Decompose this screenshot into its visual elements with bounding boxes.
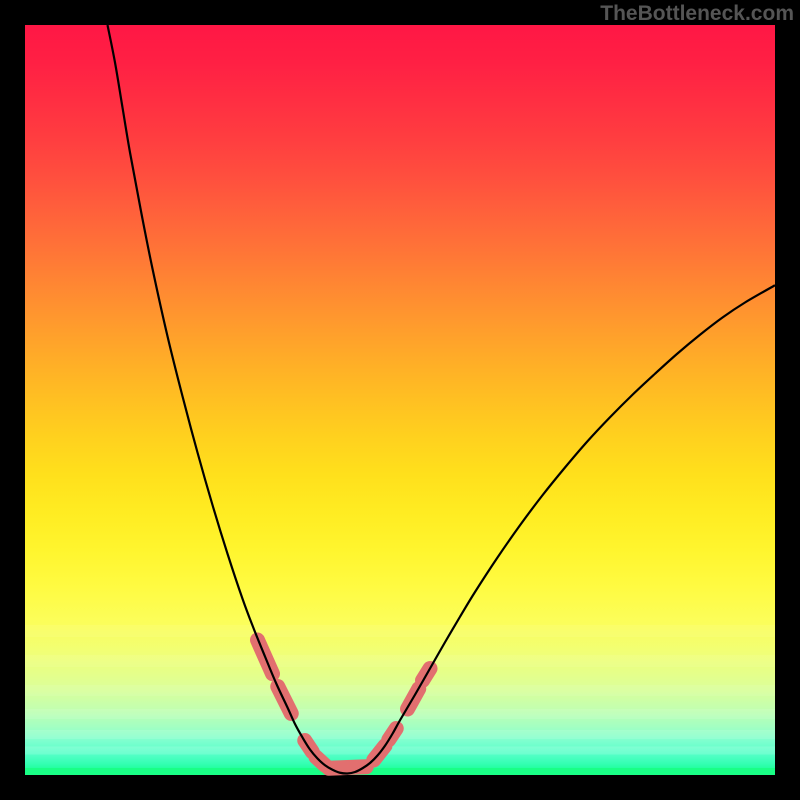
highlight-seg-4: [329, 767, 367, 769]
light-band-0: [25, 625, 775, 637]
light-band-2: [25, 685, 775, 696]
chart-svg: [0, 0, 800, 800]
light-band-1: [25, 655, 775, 667]
baseline-band: [25, 768, 775, 775]
chart-stage: TheBottleneck.com: [0, 0, 800, 800]
light-band-5: [25, 747, 775, 755]
watermark-text: TheBottleneck.com: [600, 0, 800, 26]
light-band-3: [25, 709, 775, 719]
